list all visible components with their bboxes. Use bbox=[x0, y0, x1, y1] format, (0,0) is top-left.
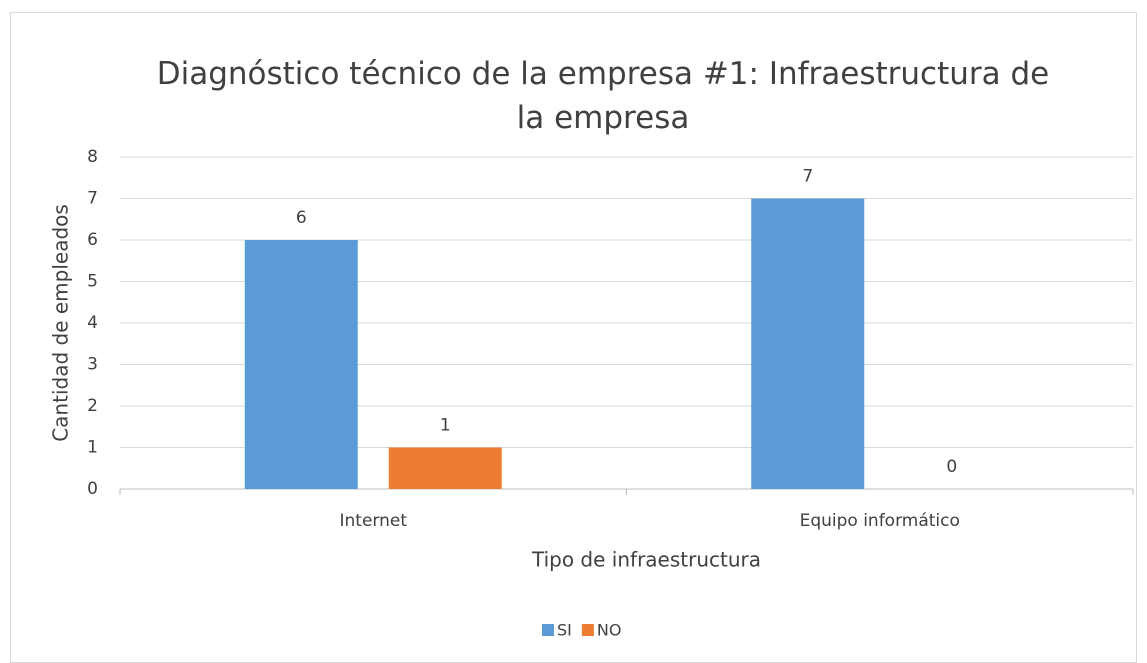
y-tick-label: 5 bbox=[87, 272, 98, 292]
data-label: 7 bbox=[802, 167, 813, 187]
y-tick-label: 6 bbox=[87, 230, 98, 250]
y-axis-title: Cantidad de empleados bbox=[49, 204, 73, 442]
y-tick-label: 8 bbox=[87, 147, 98, 167]
x-tick-label: Equipo informático bbox=[800, 511, 960, 531]
y-tick-label: 3 bbox=[87, 355, 98, 375]
bar bbox=[388, 447, 502, 489]
y-tick-label: 2 bbox=[87, 396, 98, 416]
x-tick-label: Internet bbox=[339, 511, 407, 531]
y-tick-label: 4 bbox=[87, 313, 98, 333]
chart-border bbox=[10, 12, 1137, 663]
x-axis-title: Tipo de infraestructura bbox=[531, 548, 761, 572]
y-tick-label: 0 bbox=[87, 479, 98, 499]
legend-swatch bbox=[542, 624, 554, 636]
data-label: 1 bbox=[440, 416, 451, 436]
data-label: 6 bbox=[296, 208, 307, 228]
data-label: 0 bbox=[946, 457, 957, 477]
y-tick-label: 7 bbox=[87, 189, 98, 209]
chart-title: Diagnóstico técnico de la empresa #1: In… bbox=[156, 56, 1050, 136]
y-tick-label: 1 bbox=[87, 438, 98, 458]
bar bbox=[244, 240, 358, 489]
bar bbox=[751, 198, 865, 489]
legend-label: SI bbox=[557, 621, 572, 640]
legend-swatch bbox=[581, 624, 594, 636]
legend-label: NO bbox=[597, 621, 622, 640]
